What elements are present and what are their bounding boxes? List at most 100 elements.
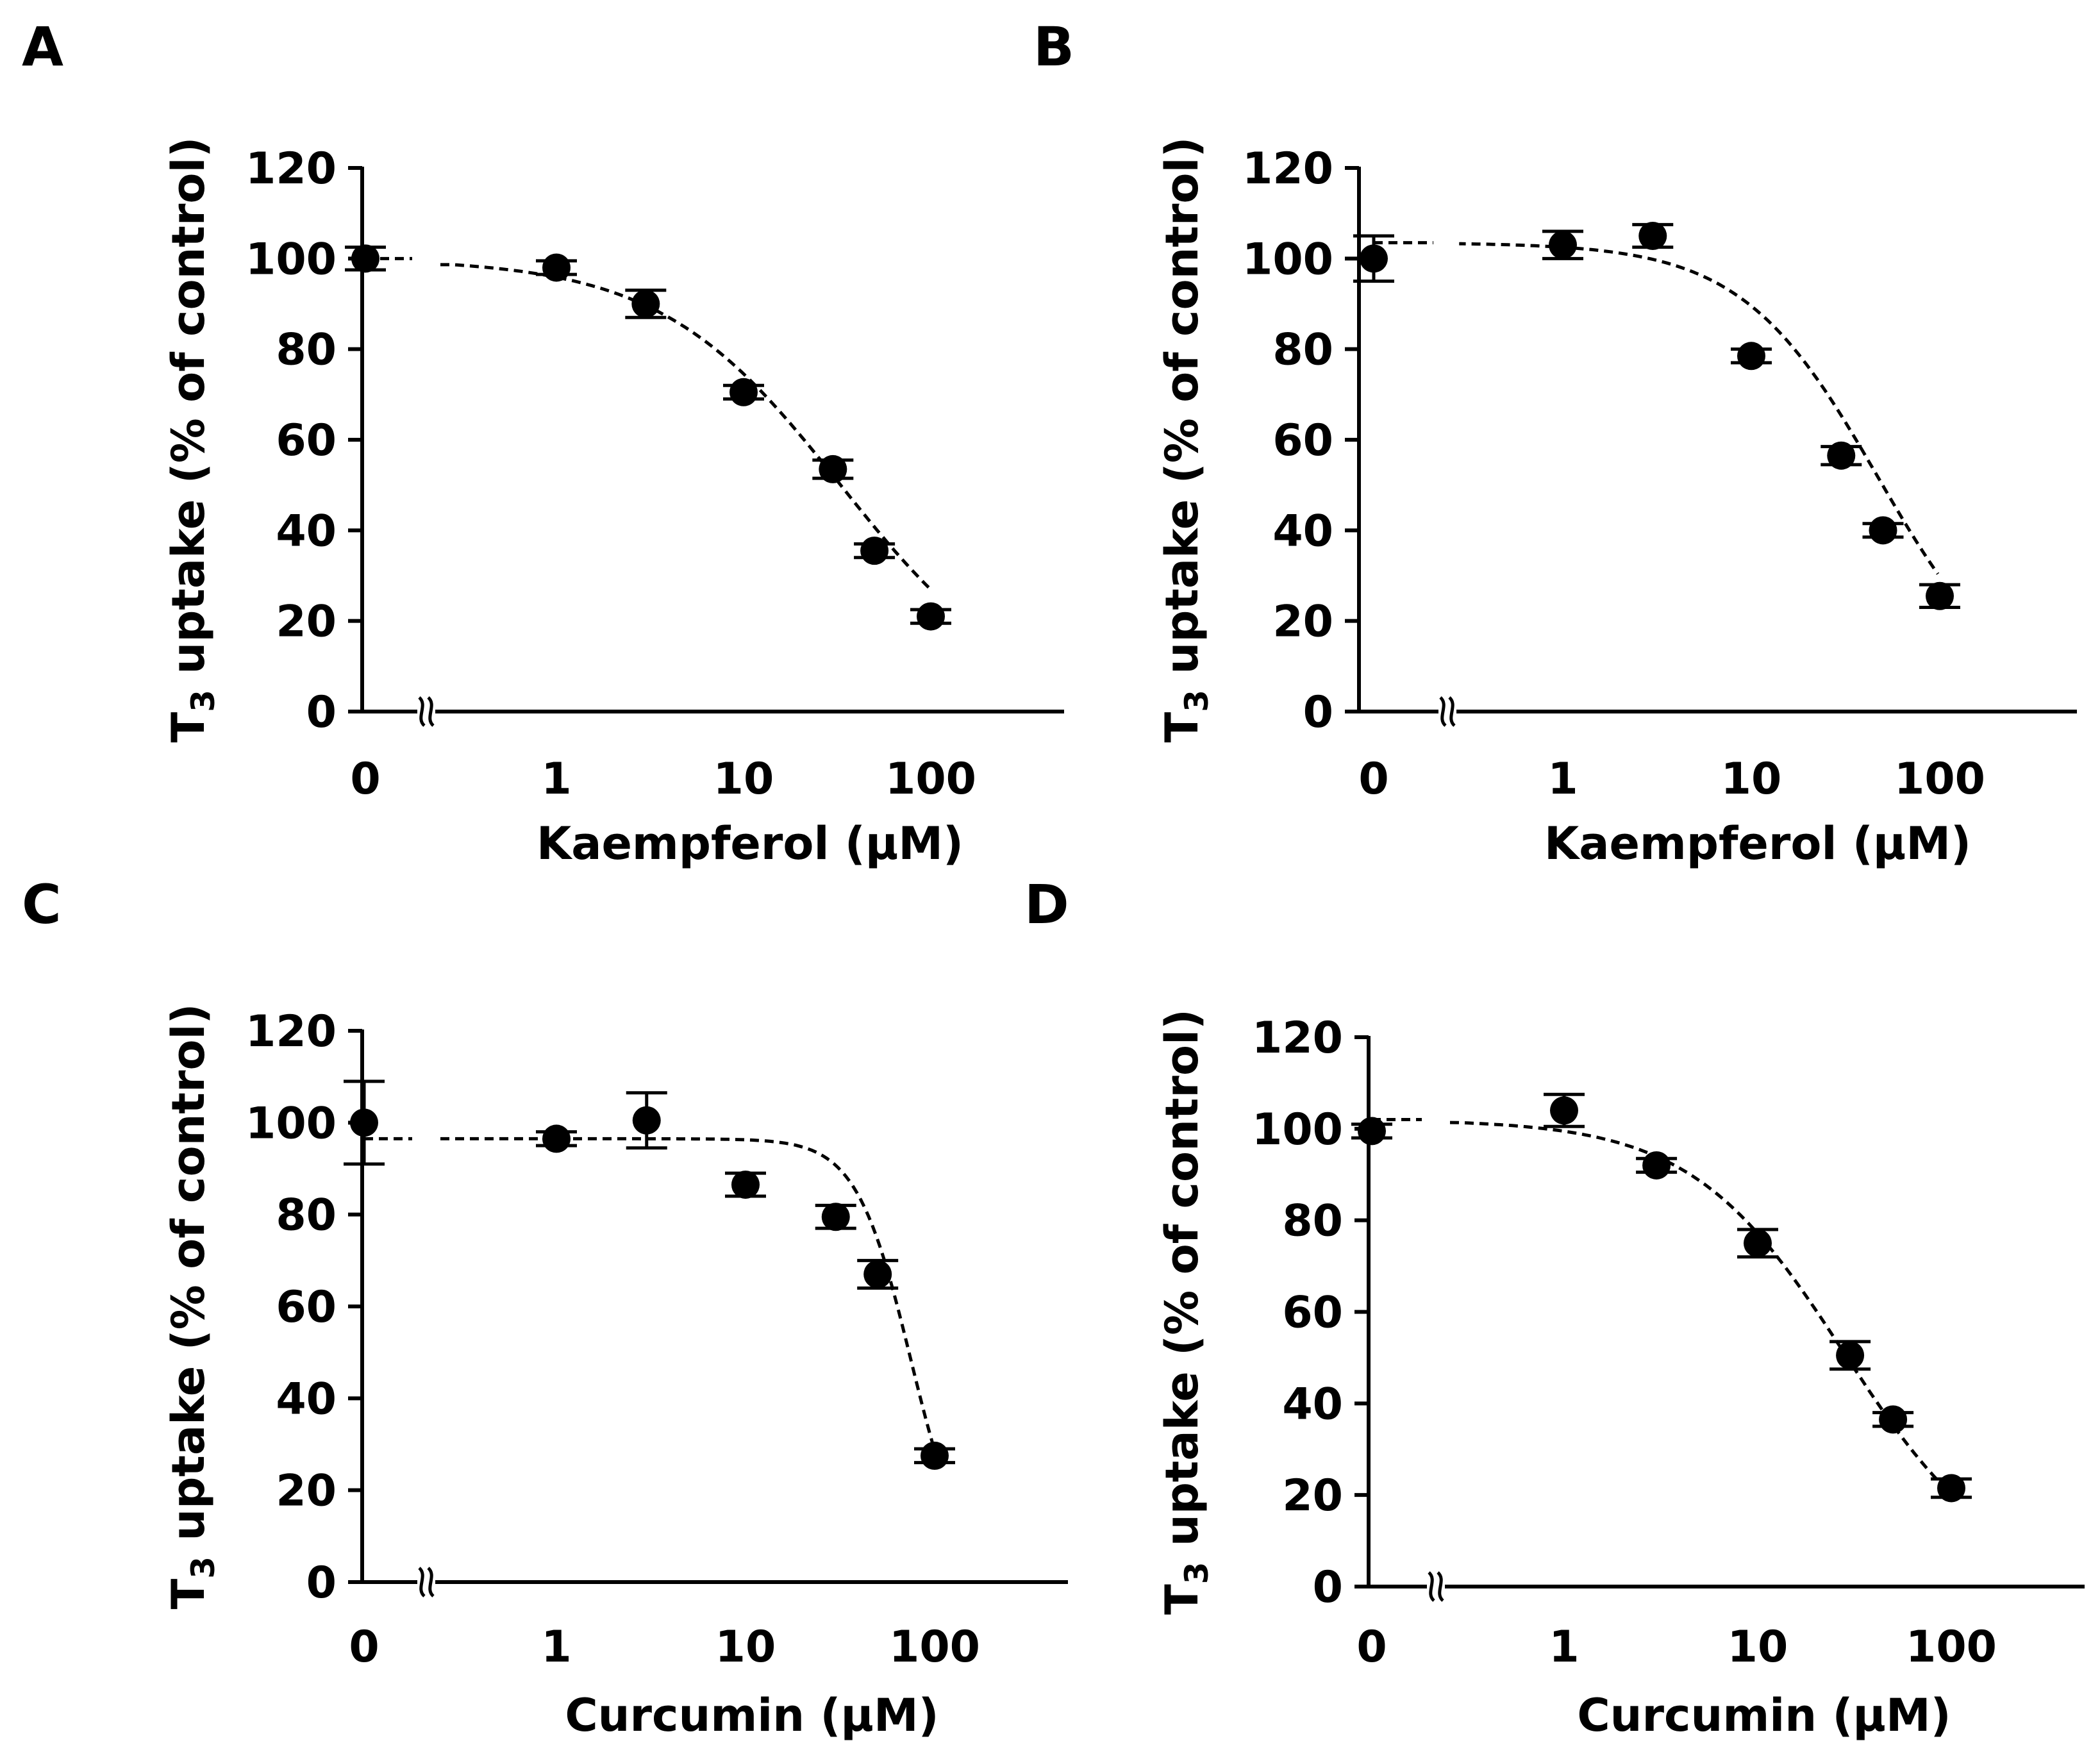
y-axis-title-rest: uptake (% of control) [162, 137, 215, 690]
y-tick-label: 20 [1282, 1471, 1343, 1521]
y-axis-title-subscript: 3 [1178, 690, 1215, 712]
y-tick-label: 100 [1242, 234, 1333, 285]
data-point [632, 1106, 661, 1135]
x-axis-title: Kaempferol (μM) [537, 817, 963, 870]
y-axis-title-subscript: 3 [1178, 1562, 1215, 1584]
x-tick-label: 100 [889, 1622, 980, 1672]
panel-b: B 0 20 40 60 80 100 120 0 1 10 100 Kaempferol (μM) T3… [1033, 15, 2077, 870]
data-point [1879, 1405, 1908, 1434]
x-tick-label: 1 [541, 754, 571, 804]
x-axis-title: Kaempferol (μM) [1544, 817, 1971, 870]
x-tick-label: 10 [1728, 1622, 1788, 1672]
data-point [731, 1171, 760, 1199]
x-tick-label: 10 [715, 1622, 776, 1672]
fit-curve [1372, 1118, 1951, 1494]
y-tick-label: 120 [246, 144, 337, 194]
panel-d: D 0 20 40 60 80 100 120 0 1 10 100 Curcumin (μM) T3 u… [1024, 873, 2085, 1742]
data-point [542, 1124, 571, 1153]
axis-break-icon [1427, 1571, 1445, 1602]
fit-curve [1374, 241, 1940, 575]
x-tick-label: 0 [349, 1622, 379, 1672]
data-point [1926, 581, 1954, 610]
x-tick-label: 1 [1549, 1622, 1579, 1672]
x-tick-label: 1 [541, 1622, 571, 1672]
x-axis-title: Curcumin (μM) [1577, 1689, 1951, 1742]
data-point [1642, 1151, 1671, 1180]
y-axis-title-main: T [162, 712, 215, 742]
y-tick-label: 40 [276, 506, 337, 556]
y-tick-label: 120 [1242, 144, 1333, 194]
y-tick-label: 20 [276, 1466, 337, 1517]
y-axis-title-subscript: 3 [185, 1556, 222, 1579]
axis-break-icon [417, 696, 435, 727]
y-tick-label: 120 [1252, 1013, 1343, 1063]
panel-label: D [1024, 873, 1069, 936]
y-tick-label: 120 [246, 1006, 337, 1057]
x-tick-label: 100 [1906, 1622, 1997, 1672]
x-tick-label: 10 [713, 754, 774, 804]
data-point [1638, 222, 1667, 250]
fit-curve [364, 1137, 935, 1445]
data-point [1869, 516, 1897, 545]
y-tick-label: 60 [1282, 1288, 1343, 1338]
y-tick-label: 60 [1272, 415, 1333, 466]
data-point [821, 1203, 850, 1231]
data-point [1549, 231, 1577, 260]
y-axis-title-rest: uptake (% of control) [1156, 137, 1208, 690]
y-axis-title-main: T [162, 1578, 215, 1609]
panel-c: C 0 20 40 60 80 100 120 0 1 10 100 Curcumin (μM) T3 u… [22, 873, 1068, 1742]
y-tick-label: 0 [306, 687, 337, 738]
y-tick-label: 80 [1282, 1196, 1343, 1247]
axis-break-stroke [427, 1567, 435, 1597]
y-axis-title: T3 uptake (% of control) [1156, 137, 1215, 743]
y-tick-label: 100 [246, 1098, 337, 1149]
y-tick-label: 80 [276, 325, 337, 376]
x-tick-label: 0 [1358, 754, 1388, 804]
y-axis-title-rest: uptake (% of control) [162, 1004, 215, 1556]
y-axis-title-main: T [1156, 712, 1208, 742]
data-point [1836, 1341, 1865, 1370]
y-tick-label: 0 [1303, 687, 1333, 738]
data-point [350, 1108, 378, 1137]
data-point [1360, 244, 1388, 273]
data-point [863, 1260, 892, 1288]
axis-break-stroke [418, 696, 426, 727]
y-tick-label: 80 [1272, 325, 1333, 376]
axis-break-stroke [1448, 696, 1456, 727]
axis-break-icon [417, 1567, 435, 1597]
y-tick-label: 40 [276, 1374, 337, 1424]
data-point [729, 378, 758, 406]
y-axis-title-subscript: 3 [185, 690, 222, 712]
y-tick-label: 0 [1313, 1562, 1343, 1613]
axis-break-stroke [1428, 1571, 1435, 1602]
data-point [1937, 1474, 1965, 1503]
y-axis-title: T3 uptake (% of control) [1156, 1009, 1215, 1615]
y-axis-title: T3 uptake (% of control) [162, 1004, 222, 1610]
data-point [1744, 1229, 1772, 1258]
axis-break-stroke [1437, 1571, 1444, 1602]
y-axis-title-main: T [1156, 1584, 1208, 1615]
data-point [1358, 1117, 1386, 1146]
data-point [860, 537, 889, 565]
data-point [1737, 342, 1765, 371]
x-tick-label: 10 [1721, 754, 1782, 804]
panel-label: A [22, 15, 63, 78]
y-axis-title: T3 uptake (% of control) [162, 137, 222, 743]
y-tick-label: 20 [1272, 597, 1333, 647]
data-point [819, 454, 847, 483]
data-point [631, 290, 660, 318]
axis-break-stroke [427, 696, 435, 727]
y-axis-title-rest: uptake (% of control) [1156, 1009, 1208, 1562]
panel-label: C [22, 873, 62, 936]
y-tick-label: 60 [276, 1282, 337, 1333]
x-tick-label: 0 [350, 754, 380, 804]
y-tick-label: 40 [1272, 506, 1333, 556]
x-tick-label: 100 [1894, 754, 1985, 804]
data-point [917, 602, 945, 631]
axis-break-stroke [418, 1567, 426, 1597]
data-point [921, 1441, 949, 1470]
data-point [1827, 441, 1856, 470]
y-tick-label: 100 [1252, 1105, 1343, 1155]
x-tick-label: 0 [1356, 1622, 1387, 1672]
